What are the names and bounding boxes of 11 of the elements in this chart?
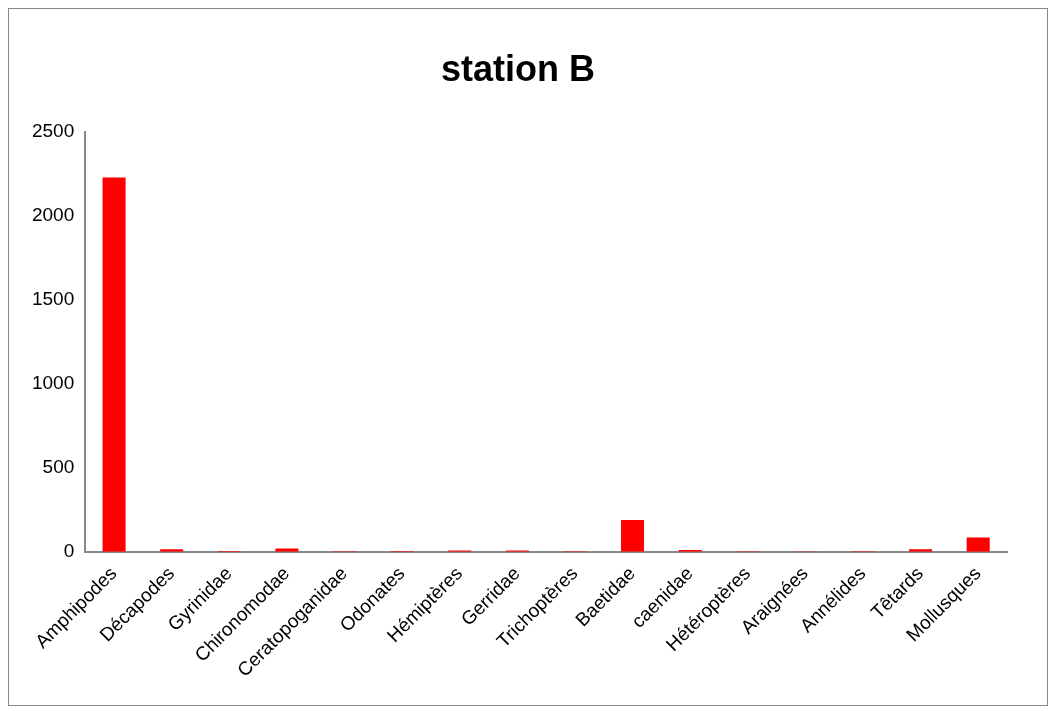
y-tick-label: 0 bbox=[63, 540, 75, 562]
y-tick-label: 2500 bbox=[31, 120, 75, 142]
y-tick-label: 2000 bbox=[31, 204, 75, 226]
bar bbox=[966, 537, 990, 552]
y-tick-label: 500 bbox=[42, 456, 75, 478]
y-tick-label: 1000 bbox=[31, 372, 75, 394]
bar bbox=[102, 177, 126, 552]
bar bbox=[275, 548, 299, 552]
y-tick-label: 1500 bbox=[31, 288, 75, 310]
bar bbox=[621, 519, 645, 552]
chart-title: station B bbox=[440, 47, 596, 89]
